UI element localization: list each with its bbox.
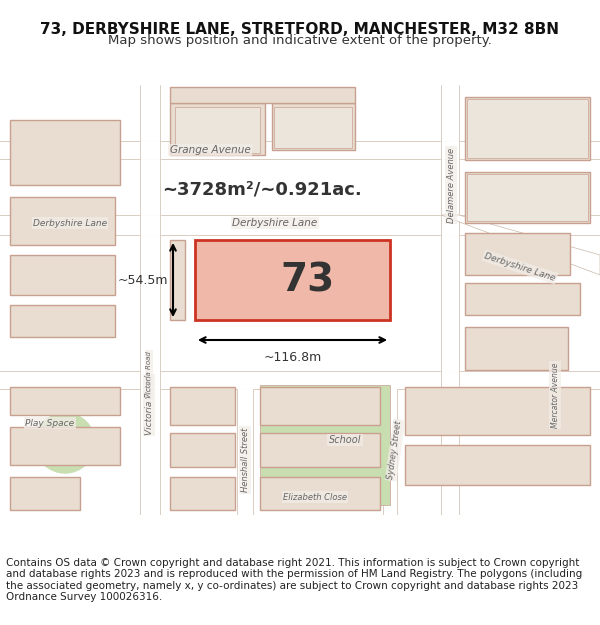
Polygon shape bbox=[465, 327, 568, 370]
Polygon shape bbox=[465, 172, 590, 223]
Polygon shape bbox=[10, 477, 80, 510]
Text: Elizabeth Close: Elizabeth Close bbox=[283, 492, 347, 501]
Text: Victoria Road: Victoria Road bbox=[146, 351, 152, 399]
Text: ~3728m²/~0.921ac.: ~3728m²/~0.921ac. bbox=[163, 181, 362, 199]
Text: 73, DERBYSHIRE LANE, STRETFORD, MANCHESTER, M32 8BN: 73, DERBYSHIRE LANE, STRETFORD, MANCHEST… bbox=[41, 22, 560, 37]
Polygon shape bbox=[170, 433, 235, 467]
Polygon shape bbox=[170, 477, 235, 510]
Polygon shape bbox=[260, 385, 390, 505]
Text: ~116.8m: ~116.8m bbox=[263, 351, 322, 364]
Polygon shape bbox=[10, 255, 115, 295]
Text: School: School bbox=[329, 435, 361, 445]
Polygon shape bbox=[10, 387, 120, 415]
Polygon shape bbox=[170, 240, 185, 320]
Polygon shape bbox=[405, 445, 590, 485]
Polygon shape bbox=[10, 120, 120, 185]
Polygon shape bbox=[465, 283, 580, 315]
Polygon shape bbox=[170, 87, 355, 103]
Polygon shape bbox=[272, 103, 355, 150]
Polygon shape bbox=[465, 233, 570, 275]
Text: Sydney Street: Sydney Street bbox=[386, 420, 404, 480]
Circle shape bbox=[35, 413, 95, 473]
Polygon shape bbox=[274, 107, 352, 148]
Polygon shape bbox=[260, 387, 380, 425]
Polygon shape bbox=[170, 103, 265, 155]
Polygon shape bbox=[175, 107, 260, 153]
Polygon shape bbox=[467, 174, 588, 221]
Polygon shape bbox=[10, 305, 115, 337]
Text: Mercator Avenue: Mercator Avenue bbox=[551, 362, 560, 428]
Text: Delamere Avenue: Delamere Avenue bbox=[446, 148, 455, 222]
Text: Grange Avenue: Grange Avenue bbox=[170, 145, 250, 155]
Polygon shape bbox=[405, 387, 590, 435]
Text: 73: 73 bbox=[280, 261, 335, 299]
Polygon shape bbox=[441, 215, 600, 275]
Polygon shape bbox=[170, 387, 235, 425]
Text: Derbyshire Lane: Derbyshire Lane bbox=[33, 219, 107, 228]
Text: Map shows position and indicative extent of the property.: Map shows position and indicative extent… bbox=[108, 34, 492, 48]
Polygon shape bbox=[260, 477, 380, 510]
Polygon shape bbox=[465, 97, 590, 160]
Text: Contains OS data © Crown copyright and database right 2021. This information is : Contains OS data © Crown copyright and d… bbox=[6, 558, 582, 602]
Text: Derbyshire Lane: Derbyshire Lane bbox=[232, 218, 317, 228]
Text: Victoria Road: Victoria Road bbox=[145, 375, 154, 435]
Text: ~54.5m: ~54.5m bbox=[118, 274, 168, 286]
Text: Henshall Street: Henshall Street bbox=[241, 428, 250, 493]
Text: Play Space: Play Space bbox=[25, 419, 74, 428]
Polygon shape bbox=[10, 427, 120, 465]
Polygon shape bbox=[467, 99, 588, 158]
Polygon shape bbox=[260, 433, 380, 467]
Polygon shape bbox=[195, 240, 390, 320]
Polygon shape bbox=[10, 197, 115, 245]
Text: Derbyshire Lane: Derbyshire Lane bbox=[484, 251, 557, 282]
